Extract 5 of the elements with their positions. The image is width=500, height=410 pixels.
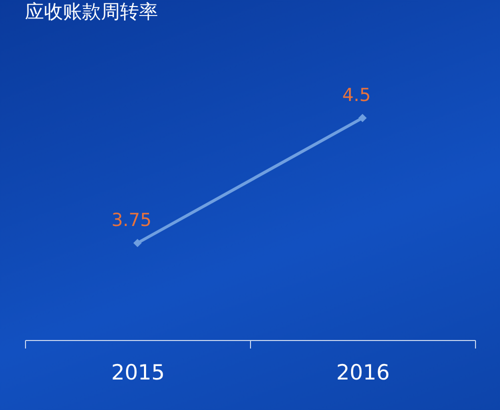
x-tick-label: 2016 xyxy=(336,360,390,384)
data-label: 3.75 xyxy=(111,210,152,231)
data-label: 4.5 xyxy=(342,85,371,106)
x-tick-label: 2015 xyxy=(111,360,165,384)
chart-title: 应收账款周转率 xyxy=(25,1,158,23)
